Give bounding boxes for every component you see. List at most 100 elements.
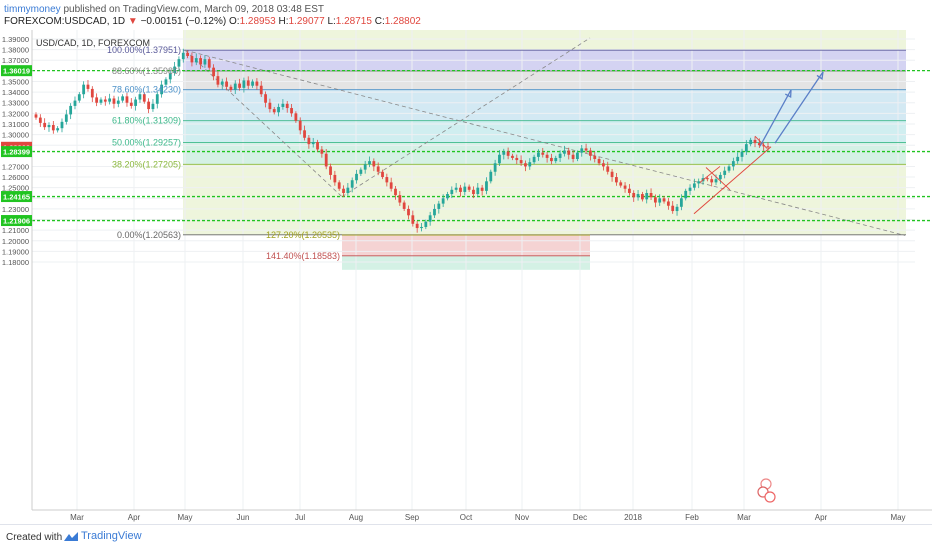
time-tick-label: Apr bbox=[815, 513, 828, 522]
candle-body bbox=[60, 121, 64, 129]
candle-body bbox=[181, 52, 185, 60]
price-tick-label: 1.21000 bbox=[2, 226, 29, 235]
candle-body bbox=[615, 177, 618, 183]
candle-body bbox=[584, 148, 588, 151]
candle-body bbox=[51, 125, 55, 131]
candle-body bbox=[636, 194, 640, 198]
candle-body bbox=[472, 189, 475, 195]
candle-body bbox=[69, 105, 73, 115]
time-tick-label: Jul bbox=[295, 513, 305, 522]
ohlc-info: FOREXCOM:USDCAD, 1D ▼ −0.00151 (−0.12%) … bbox=[4, 16, 421, 27]
candle-body bbox=[692, 183, 696, 188]
candle-body bbox=[511, 155, 514, 158]
fib-zone-top bbox=[183, 30, 906, 51]
candle-body bbox=[610, 171, 614, 178]
low-label: L: bbox=[327, 16, 336, 27]
candle-body bbox=[623, 185, 627, 189]
candle-body bbox=[194, 58, 198, 63]
candle-body bbox=[116, 100, 120, 104]
candle-body bbox=[77, 94, 81, 101]
candle-body bbox=[264, 94, 267, 103]
candle-body bbox=[47, 125, 51, 128]
candle-body bbox=[307, 137, 311, 145]
candlestick-chart[interactable]: 100.00%(1.37951) 88.60%(1.35986) 78.60%(1.… bbox=[0, 30, 932, 524]
fib-level-label: 0.00%(1.20563) bbox=[117, 230, 181, 240]
candle-body bbox=[324, 153, 328, 167]
candle-body bbox=[454, 187, 458, 190]
price-tick-label: 1.30000 bbox=[2, 131, 29, 140]
candle-body bbox=[212, 67, 215, 77]
author-link[interactable]: timmymoney bbox=[4, 4, 61, 15]
candle-body bbox=[320, 149, 324, 154]
candle-body bbox=[242, 80, 246, 88]
dashed-trendline bbox=[341, 37, 591, 198]
candle-body bbox=[480, 187, 484, 191]
time-tick-label: May bbox=[890, 513, 905, 522]
candle-body bbox=[199, 58, 202, 65]
candle-body bbox=[255, 81, 259, 86]
chart-area[interactable]: 100.00%(1.37951) 88.60%(1.35986) 78.60%(1.… bbox=[0, 30, 932, 524]
candle-body bbox=[718, 174, 722, 180]
price-tick-label: 1.39000 bbox=[2, 35, 29, 44]
price-tick-label: 1.27000 bbox=[2, 162, 29, 171]
candle-body bbox=[627, 188, 631, 193]
change-value: −0.00151 (−0.12%) bbox=[140, 16, 227, 27]
candle-body bbox=[103, 99, 107, 102]
candle-body bbox=[138, 94, 142, 100]
price-tick-label: 1.31000 bbox=[2, 120, 29, 129]
candle-body bbox=[402, 202, 406, 209]
tradingview-link[interactable]: TradingView bbox=[64, 530, 142, 542]
candle-body bbox=[710, 179, 714, 183]
dashed-trendline bbox=[184, 49, 906, 236]
candle-body bbox=[108, 98, 112, 102]
candle-body bbox=[342, 188, 345, 193]
candle-body bbox=[658, 198, 662, 203]
time-tick-label: Apr bbox=[128, 513, 141, 522]
candle-body bbox=[485, 181, 488, 191]
candle-body bbox=[368, 161, 371, 165]
candle-body bbox=[134, 99, 138, 106]
candle-body bbox=[731, 161, 735, 167]
candle-body bbox=[744, 144, 748, 152]
price-tick-label: 1.26000 bbox=[2, 173, 29, 182]
candle-body bbox=[285, 103, 289, 109]
price-badge bbox=[1, 65, 32, 77]
candle-body bbox=[355, 173, 358, 181]
candle-body bbox=[446, 194, 449, 199]
publish-text: published on TradingView.com, March 09, … bbox=[60, 4, 324, 15]
fib-zone-bottom bbox=[183, 164, 906, 235]
price-tick-label: 1.35000 bbox=[2, 77, 29, 86]
created-with-label: Created with bbox=[6, 532, 63, 543]
candle-body bbox=[394, 188, 397, 196]
candle-body bbox=[567, 150, 571, 155]
candle-body bbox=[766, 146, 770, 148]
fib-level-label: 50.00%(1.29257) bbox=[112, 137, 181, 147]
chart-title: USD/CAD, 1D, FOREXCOM bbox=[36, 38, 150, 48]
candle-body bbox=[311, 142, 315, 145]
candle-body bbox=[251, 81, 254, 86]
candle-body bbox=[207, 59, 211, 68]
candle-body bbox=[225, 81, 228, 87]
candle-body bbox=[95, 97, 99, 103]
candle-body bbox=[463, 186, 467, 192]
price-tick-label: 1.33000 bbox=[2, 99, 29, 108]
open-label: O: bbox=[229, 16, 240, 27]
candle-body bbox=[203, 59, 207, 65]
candle-body bbox=[558, 153, 562, 158]
price-badge bbox=[1, 191, 32, 203]
trend-line bbox=[705, 167, 731, 191]
candle-body bbox=[632, 192, 636, 198]
candle-body bbox=[129, 102, 133, 106]
candle-body bbox=[415, 223, 419, 229]
candle-body bbox=[73, 100, 77, 106]
candle-body bbox=[303, 130, 306, 138]
candle-body bbox=[125, 96, 129, 103]
time-tick-label: Oct bbox=[460, 513, 473, 522]
price-badge bbox=[1, 146, 32, 158]
candle-body bbox=[489, 171, 493, 182]
candle-body bbox=[476, 187, 480, 195]
fib-extension-label: 141.40%(1.18583) bbox=[266, 251, 340, 261]
candle-body bbox=[597, 159, 601, 164]
trend-line bbox=[754, 135, 768, 149]
price-tick-label: 1.19000 bbox=[2, 247, 29, 256]
